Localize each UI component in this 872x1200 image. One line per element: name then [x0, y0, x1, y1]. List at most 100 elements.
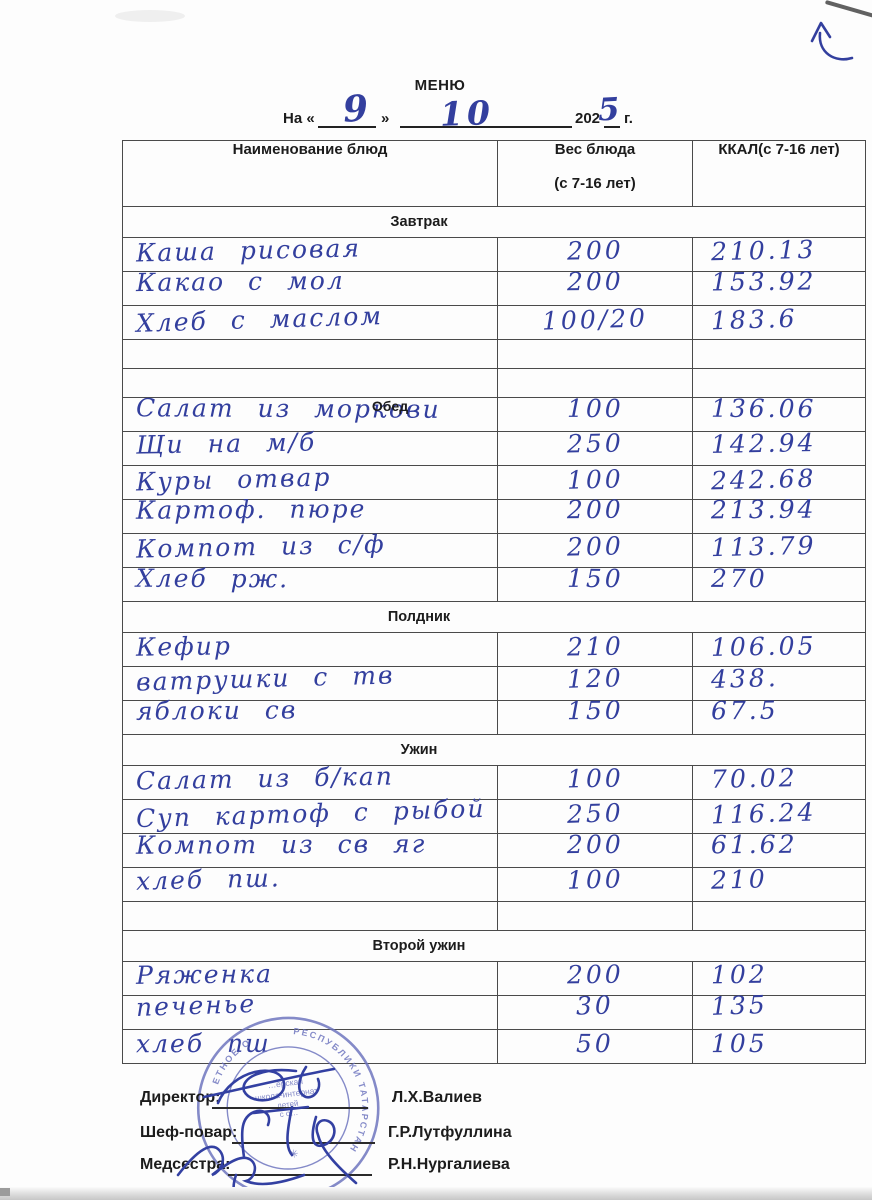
- cell-dish: Салат из моркови: [122, 393, 498, 432]
- empty-row: [122, 339, 866, 369]
- handwritten-kcal: 61.62: [710, 829, 798, 859]
- handwritten-weight: 150: [566, 563, 624, 593]
- cell-dish: Каша рисовая: [122, 232, 498, 272]
- menu-row: печенье 30 135: [122, 989, 866, 1030]
- cell-weight: 200: [497, 829, 693, 868]
- date-year-underline: [604, 108, 620, 128]
- handwritten-weight: 210: [566, 631, 624, 661]
- handwritten-dish: Щи на м/б: [135, 426, 317, 460]
- stamp-asterisk: ✳: [289, 1148, 300, 1161]
- handwritten-kcal: 210.13: [710, 234, 817, 266]
- date-line: На « » 202 г. 9 10 5: [0, 87, 872, 144]
- cell-weight: 150: [497, 695, 693, 735]
- section-row: Полдник: [122, 601, 866, 633]
- stamp-inner-line: …ерская: [267, 1076, 304, 1090]
- handwritten-weight: 100: [566, 463, 624, 495]
- signature-line-chef: [232, 1124, 375, 1144]
- date-close-quote: »: [381, 110, 390, 127]
- menu-row: Каша рисовая 200 210.13: [122, 232, 866, 272]
- cell-dish: Суп картоф с рыбой: [122, 793, 498, 834]
- date-year-prefix: 202: [575, 110, 601, 127]
- cell-dish: хлеб пш: [122, 1028, 498, 1064]
- empty-cell: [692, 368, 866, 398]
- cell-weight: 150: [497, 563, 693, 602]
- handwritten-dish: Хлеб с маслом: [135, 300, 384, 338]
- empty-cell: [122, 339, 498, 369]
- stamp-inner-line: с о…: [279, 1108, 299, 1119]
- section-row: Второй ужин: [122, 930, 866, 962]
- cell-kcal: 213.94: [692, 494, 866, 534]
- handwritten-dish: Салат из б/кап: [135, 761, 395, 795]
- handwritten-weight: 200: [566, 959, 624, 989]
- cell-kcal: 270: [692, 563, 866, 602]
- empty-cell: [122, 901, 498, 931]
- document-title: МЕНЮ: [414, 77, 466, 94]
- empty-row: [122, 901, 866, 931]
- menu-row: хлеб пш 50 105: [122, 1028, 866, 1064]
- cell-kcal: 136.06: [692, 393, 866, 432]
- handwritten-dish: Куры отвар: [135, 461, 332, 497]
- handwritten-dish: Хлеб рж.: [135, 563, 290, 593]
- signature-name-nurse: Р.Н.Нургалиева: [388, 1156, 510, 1173]
- section-row: Завтрак: [122, 206, 866, 238]
- cell-kcal: 153.92: [692, 266, 866, 306]
- handwritten-weight: 100: [566, 393, 624, 423]
- column-header-kcal: ККАЛ(с 7-16 лет): [692, 140, 866, 207]
- handwritten-weight: 150: [566, 695, 624, 725]
- handwritten-kcal: 242.68: [710, 463, 817, 495]
- handwritten-weight: 200: [566, 234, 624, 266]
- cell-weight: 50: [497, 1028, 693, 1064]
- section-label-obed-overlay: Обед: [371, 398, 409, 414]
- cell-weight: 100: [497, 393, 693, 432]
- cell-kcal: 116.24: [692, 797, 866, 834]
- handwritten-dish: ватрушки с тв: [135, 659, 395, 697]
- handwritten-dish: Каша рисовая: [135, 232, 362, 268]
- scan-edge-strip: [0, 1187, 872, 1200]
- handwritten-day: 9: [341, 87, 370, 131]
- handwritten-kcal: 102: [710, 959, 768, 989]
- handwritten-kcal: 70.02: [710, 762, 798, 794]
- cell-dish: Хлеб с маслом: [122, 300, 498, 340]
- cell-dish: Компот из св яг: [122, 829, 498, 868]
- cell-dish: Ряженка: [122, 959, 498, 996]
- handwritten-kcal: 213.94: [710, 494, 817, 524]
- empty-cell: [497, 368, 693, 398]
- handwritten-kcal: 438.: [710, 662, 780, 694]
- cell-weight: 200: [497, 494, 693, 534]
- handwritten-weight: 50: [576, 1028, 614, 1058]
- column-header-weight-title: Вес блюда: [554, 141, 636, 158]
- cell-dish: Куры отвар: [122, 461, 498, 500]
- signature-name-chef: Г.Р.Лутфуллина: [388, 1124, 512, 1141]
- date-day-underline: [318, 108, 376, 128]
- handwritten-weight: 30: [575, 989, 615, 1021]
- menu-table: Наименование блюд Вес блюда (с 7-16 лет)…: [122, 140, 866, 1064]
- cell-kcal: 70.02: [692, 762, 866, 800]
- handwritten-kcal: 183.6: [710, 303, 799, 335]
- scan-edge-nub: [0, 1188, 10, 1196]
- handwritten-weight: 200: [566, 829, 624, 859]
- cell-kcal: 210.13: [692, 234, 866, 272]
- menu-row: Компот из с/ф 200 113.79: [122, 529, 866, 568]
- signature-line-nurse: [228, 1156, 372, 1176]
- handwritten-kcal: 135: [710, 989, 769, 1021]
- cell-weight: 30: [497, 989, 693, 1030]
- cell-dish: хлеб пш.: [122, 863, 498, 902]
- menu-row: Салат из б/кап 100 70.02: [122, 761, 866, 800]
- handwritten-weight: 200: [566, 494, 624, 524]
- section-label: Завтрак: [122, 206, 866, 238]
- handwritten-kcal: 113.79: [710, 530, 817, 562]
- handwritten-weight: 100/20: [541, 302, 649, 336]
- handwritten-weight: 100: [566, 863, 624, 895]
- column-header-weight: Вес блюда (с 7-16 лет): [497, 140, 693, 207]
- column-header-dish: Наименование блюд: [122, 140, 498, 207]
- handwritten-kcal: 270: [710, 563, 768, 593]
- empty-cell: [692, 901, 866, 931]
- handwritten-dish: Картоф. пюре: [135, 493, 367, 525]
- cell-dish: Щи на м/б: [122, 426, 498, 466]
- section-row: Ужин: [122, 734, 866, 766]
- handwritten-dish: Какао с мол: [135, 265, 345, 297]
- cell-kcal: 61.62: [692, 829, 866, 868]
- cell-kcal: 142.94: [692, 428, 866, 466]
- menu-row: Кефир 210 106.05: [122, 631, 866, 667]
